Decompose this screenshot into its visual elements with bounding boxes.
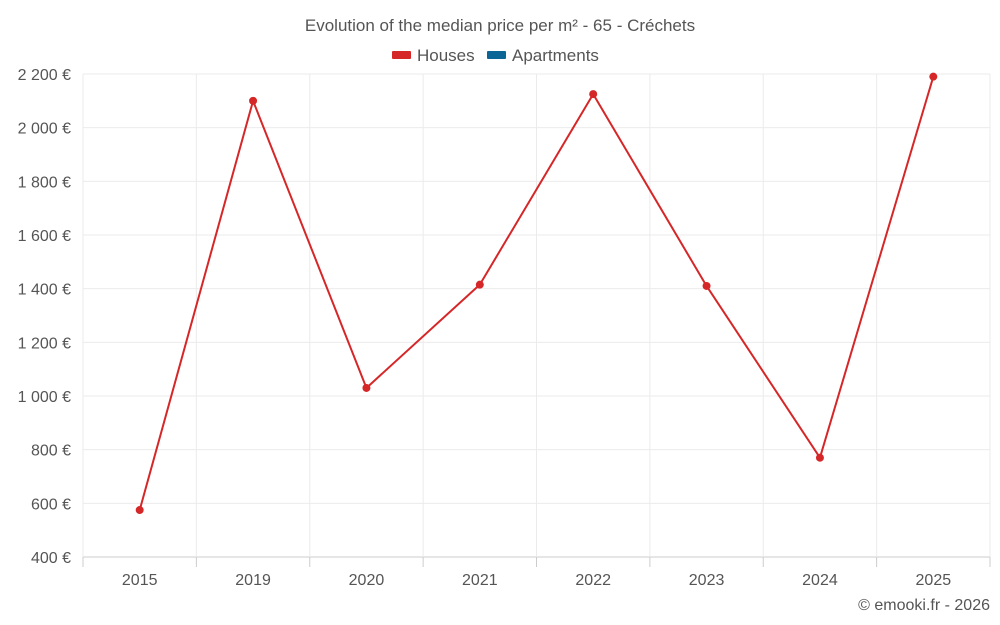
data-point-houses-2021[interactable] xyxy=(475,280,484,289)
y-axis-ticks: 400 € 600 € 800 € 1 000 € 1 200 € 1 400 € 1 60… xyxy=(18,67,71,567)
x-gridlines xyxy=(82,74,991,557)
y-tick-label: 1 000 € xyxy=(18,389,71,406)
y-tick-label: 1 200 € xyxy=(18,335,71,352)
x-tick-label: 2023 xyxy=(689,572,725,589)
x-axis: 2015 2019 2020 2021 2022 2023 2024 2025 xyxy=(82,557,991,589)
y-tick-label: 400 € xyxy=(31,550,71,567)
y-tick-label: 1 800 € xyxy=(18,174,71,191)
data-point-houses-2020[interactable] xyxy=(362,383,371,392)
data-point-houses-2022[interactable] xyxy=(589,90,598,99)
data-point-houses-2019[interactable] xyxy=(249,96,258,105)
y-tick-label: 600 € xyxy=(31,496,71,513)
chart-title: Evolution of the median price per m² - 6… xyxy=(305,16,695,35)
legend-swatch-houses xyxy=(392,51,411,59)
series-line-houses xyxy=(138,76,935,511)
x-tick-label: 2019 xyxy=(235,572,271,589)
x-tick-label: 2015 xyxy=(122,572,158,589)
credit-text: © emooki.fr - 2026 xyxy=(858,597,990,614)
x-tick-label: 2025 xyxy=(916,572,952,589)
data-point-houses-2024[interactable] xyxy=(815,453,824,462)
series-houses xyxy=(135,72,938,515)
x-tick-label: 2024 xyxy=(802,572,838,589)
y-tick-label: 2 000 € xyxy=(18,121,71,138)
x-tick-label: 2022 xyxy=(575,572,611,589)
y-tick-label: 800 € xyxy=(31,443,71,460)
y-tick-label: 1 400 € xyxy=(18,282,71,299)
legend: Houses Apartments xyxy=(392,46,599,65)
x-tick-label: 2020 xyxy=(349,572,385,589)
legend-item-apartments[interactable]: Apartments xyxy=(487,46,599,65)
legend-label-houses: Houses xyxy=(417,46,475,65)
x-tick-label: 2021 xyxy=(462,572,498,589)
legend-label-apartments: Apartments xyxy=(512,46,599,65)
data-point-houses-2025[interactable] xyxy=(929,72,938,81)
legend-swatch-apartments xyxy=(487,51,506,59)
data-point-houses-2023[interactable] xyxy=(702,281,711,290)
y-tick-label: 1 600 € xyxy=(18,228,71,245)
y-tick-label: 2 200 € xyxy=(18,67,71,84)
legend-item-houses[interactable]: Houses xyxy=(392,46,475,65)
data-point-houses-2015[interactable] xyxy=(135,506,144,515)
